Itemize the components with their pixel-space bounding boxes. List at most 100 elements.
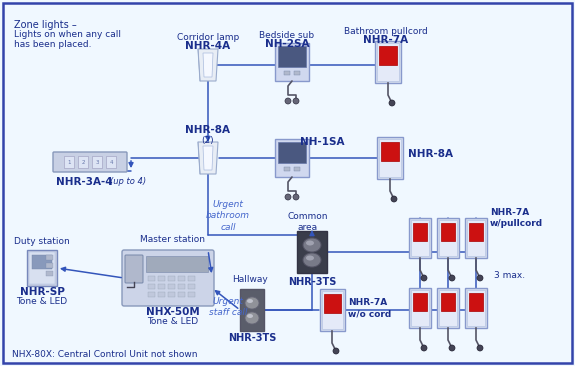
Bar: [168, 276, 175, 281]
FancyBboxPatch shape: [324, 294, 340, 313]
Text: Common
area: Common area: [288, 212, 328, 232]
Text: (up to 4): (up to 4): [110, 178, 146, 187]
Ellipse shape: [306, 240, 314, 246]
Circle shape: [449, 345, 455, 351]
Circle shape: [421, 345, 427, 351]
Bar: [158, 276, 165, 281]
FancyBboxPatch shape: [441, 293, 455, 311]
Text: Tone & LED: Tone & LED: [147, 317, 198, 325]
Text: NHR-SP: NHR-SP: [20, 287, 64, 297]
FancyBboxPatch shape: [413, 293, 427, 311]
Bar: [106, 156, 116, 168]
Polygon shape: [203, 53, 213, 77]
FancyBboxPatch shape: [381, 142, 399, 161]
Bar: [29, 252, 55, 284]
Bar: [278, 142, 306, 163]
Text: NHR-7A: NHR-7A: [363, 35, 409, 45]
Bar: [321, 291, 343, 329]
FancyBboxPatch shape: [125, 255, 143, 283]
Text: Master station: Master station: [140, 235, 205, 244]
Text: NHR-3TS: NHR-3TS: [288, 277, 336, 287]
Text: 2: 2: [81, 160, 85, 164]
Bar: [278, 46, 306, 67]
Bar: [78, 156, 88, 168]
Text: NHR-8A: NHR-8A: [186, 125, 231, 135]
Circle shape: [477, 345, 483, 351]
Bar: [467, 220, 485, 256]
Circle shape: [285, 98, 291, 104]
Text: 1: 1: [67, 160, 71, 164]
Bar: [148, 292, 155, 297]
Bar: [168, 292, 175, 297]
Ellipse shape: [245, 312, 259, 324]
FancyBboxPatch shape: [413, 223, 427, 241]
Text: NHR-4A: NHR-4A: [185, 41, 231, 51]
Bar: [377, 43, 399, 81]
FancyBboxPatch shape: [465, 218, 487, 258]
Text: NHX-80X: Central Control Unit not shown: NHX-80X: Central Control Unit not shown: [12, 350, 197, 359]
FancyBboxPatch shape: [275, 139, 309, 177]
FancyBboxPatch shape: [122, 250, 214, 306]
Polygon shape: [203, 146, 213, 170]
FancyBboxPatch shape: [437, 288, 459, 328]
Text: NHR-3A-4: NHR-3A-4: [56, 177, 112, 187]
Bar: [284, 71, 290, 75]
Bar: [148, 276, 155, 281]
Bar: [32, 255, 52, 269]
Bar: [158, 292, 165, 297]
Ellipse shape: [303, 253, 321, 267]
FancyBboxPatch shape: [437, 218, 459, 258]
Text: Duty station: Duty station: [14, 238, 70, 246]
FancyBboxPatch shape: [297, 231, 327, 273]
Text: NH-2SA: NH-2SA: [264, 39, 309, 49]
FancyBboxPatch shape: [379, 46, 397, 65]
Circle shape: [333, 348, 339, 354]
Circle shape: [449, 275, 455, 281]
Polygon shape: [198, 49, 218, 81]
Bar: [178, 284, 185, 289]
FancyBboxPatch shape: [27, 250, 57, 286]
FancyBboxPatch shape: [320, 289, 344, 331]
Bar: [379, 139, 401, 177]
Text: NHR-3TS: NHR-3TS: [228, 333, 276, 343]
Circle shape: [285, 194, 291, 200]
Text: NHR-7A
w/o cord: NHR-7A w/o cord: [348, 298, 391, 318]
Circle shape: [293, 98, 299, 104]
Text: 3: 3: [95, 160, 99, 164]
Text: 3 max.: 3 max.: [494, 272, 525, 280]
Text: Urgent
bathroom
call: Urgent bathroom call: [206, 201, 250, 232]
FancyBboxPatch shape: [465, 288, 487, 328]
Bar: [46, 255, 53, 260]
Ellipse shape: [306, 255, 314, 261]
Text: Hallway: Hallway: [232, 276, 268, 284]
Bar: [188, 276, 195, 281]
Bar: [439, 220, 457, 256]
Text: Tone & LED: Tone & LED: [17, 296, 68, 306]
Bar: [294, 167, 300, 171]
FancyBboxPatch shape: [469, 223, 483, 241]
FancyBboxPatch shape: [375, 41, 401, 83]
Circle shape: [391, 196, 397, 202]
Circle shape: [421, 275, 427, 281]
FancyBboxPatch shape: [441, 223, 455, 241]
Text: NH-1SA: NH-1SA: [300, 137, 344, 147]
Bar: [467, 290, 485, 326]
FancyBboxPatch shape: [53, 152, 127, 172]
Bar: [411, 290, 429, 326]
Ellipse shape: [303, 238, 321, 252]
Bar: [148, 284, 155, 289]
Bar: [168, 284, 175, 289]
Ellipse shape: [247, 314, 253, 318]
Text: Urgent
staff call: Urgent staff call: [209, 297, 247, 317]
Text: NHR-7A
w/pullcord: NHR-7A w/pullcord: [490, 208, 543, 228]
Bar: [64, 156, 74, 168]
FancyBboxPatch shape: [275, 43, 309, 81]
Text: NHR-8A: NHR-8A: [408, 149, 453, 159]
Bar: [284, 167, 290, 171]
Bar: [178, 292, 185, 297]
Text: Bedside sub: Bedside sub: [259, 30, 315, 40]
Bar: [188, 284, 195, 289]
FancyBboxPatch shape: [409, 218, 431, 258]
Bar: [411, 220, 429, 256]
Text: Corridor lamp: Corridor lamp: [177, 33, 239, 41]
